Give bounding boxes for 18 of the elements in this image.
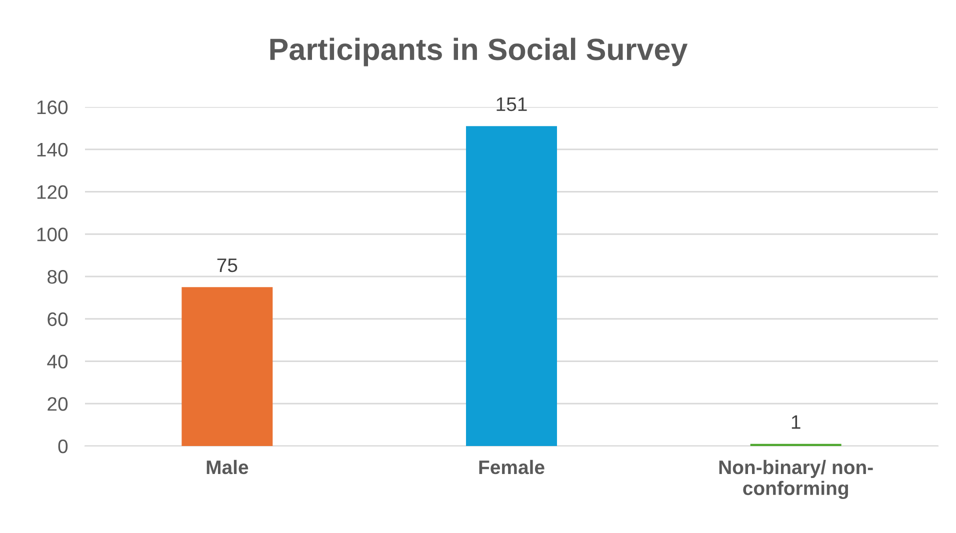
y-tick-label: 40 [47, 354, 68, 368]
y-tick-label: 0 [58, 439, 68, 454]
y-tick-label: 20 [48, 397, 68, 411]
x-tick-label: Non-binary/ non- conforming [719, 460, 873, 500]
data-label: 151 [496, 98, 527, 112]
x-tick-label: Male [206, 460, 248, 474]
data-label: 75 [217, 258, 238, 272]
bar [466, 126, 557, 446]
y-tick-label: 60 [48, 312, 68, 326]
y-tick-label: 140 [37, 142, 68, 157]
x-tick-label: Female [479, 460, 544, 474]
data-label: 1 [792, 415, 800, 429]
y-tick-label: 100 [37, 228, 68, 242]
y-tick-label: 120 [37, 185, 68, 199]
chart-title: Participants in Social Survey [270, 38, 688, 66]
y-tick-label: 80 [48, 270, 68, 284]
y-tick-label: 160 [37, 100, 68, 114]
bar [182, 287, 273, 446]
